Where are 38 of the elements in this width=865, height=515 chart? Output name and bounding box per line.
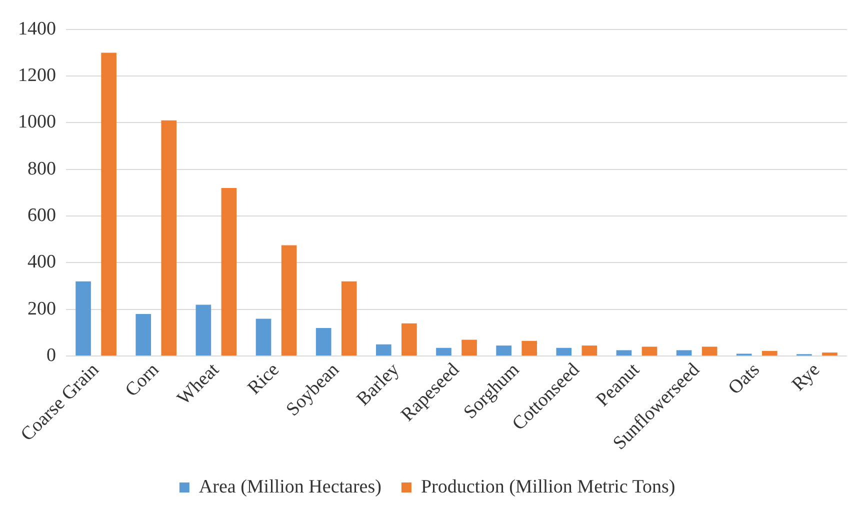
y-tick-label: 600 [28,205,56,226]
bar [762,350,778,356]
y-tick-label: 1200 [18,65,56,86]
bar [136,314,152,356]
bar [341,281,357,356]
bar [101,52,116,356]
bar [281,245,297,356]
bar [402,323,417,356]
bar [616,350,632,356]
bar [221,188,237,356]
x-tick-label: Corn [121,358,164,402]
bar [161,120,177,356]
bar [522,340,538,356]
bar [822,352,838,356]
y-tick-label: 1000 [18,112,56,133]
bar [642,346,658,356]
x-tick-label: Rye [788,359,824,396]
bar [76,281,91,356]
y-tick-label: 0 [46,345,56,366]
bar [436,348,452,356]
bar [582,346,598,356]
y-tick-label: 800 [28,158,56,180]
y-tick-label: 200 [28,298,56,320]
bar [556,348,572,356]
y-tick-label: 1400 [18,18,56,40]
x-tick-label: Rice [244,359,284,399]
bar [496,346,512,356]
legend-label: Area (Million Hectares) [198,476,382,498]
legend-label: Production (Million Metric Tons) [420,476,676,498]
y-tick-label: 400 [28,252,56,273]
bar [316,328,332,356]
bar [256,318,272,356]
bar [376,344,392,356]
bar [676,350,692,356]
bar [462,340,477,356]
x-tick-label: Oats [724,359,764,399]
bar [702,346,718,356]
bar [196,304,212,356]
